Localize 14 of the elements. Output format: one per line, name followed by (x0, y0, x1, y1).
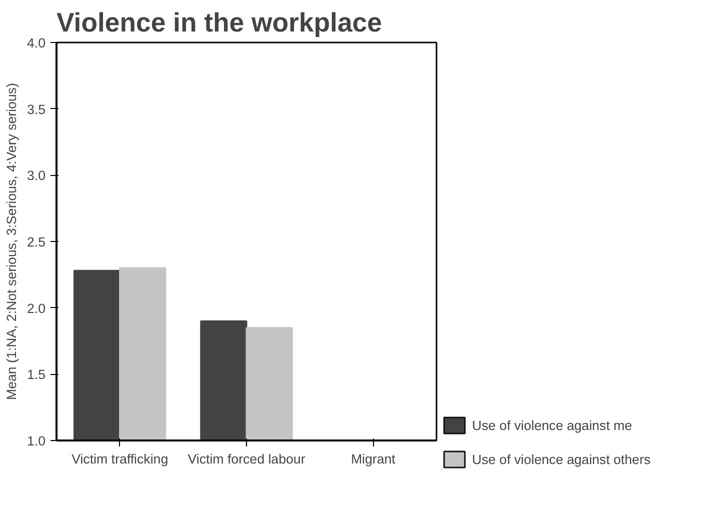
y-tick-label: 3.5 (26, 102, 46, 117)
y-tick-label: 2.0 (26, 300, 46, 316)
y-tick-label: 2.5 (26, 234, 46, 250)
y-tick-label: 3.0 (26, 168, 46, 184)
y-tick-label: 1.0 (26, 434, 46, 448)
y-tick-label: 1.5 (26, 367, 46, 382)
y-tick-label: 4.0 (26, 36, 46, 50)
y-axis-title: Mean (1:NA, 2:Not serious, 3:Serious, 4:Very serious) (4, 82, 19, 400)
legend-label: Use of violence against others (472, 452, 651, 466)
chart-title: Violence in the workplace (56, 8, 382, 38)
legend-label: Use of violence against me (472, 418, 632, 432)
x-tick-label: Victim trafficking (72, 452, 168, 466)
x-tick-label: Migrant (350, 452, 396, 466)
x-tick-label: Victim forced labour (188, 452, 306, 466)
